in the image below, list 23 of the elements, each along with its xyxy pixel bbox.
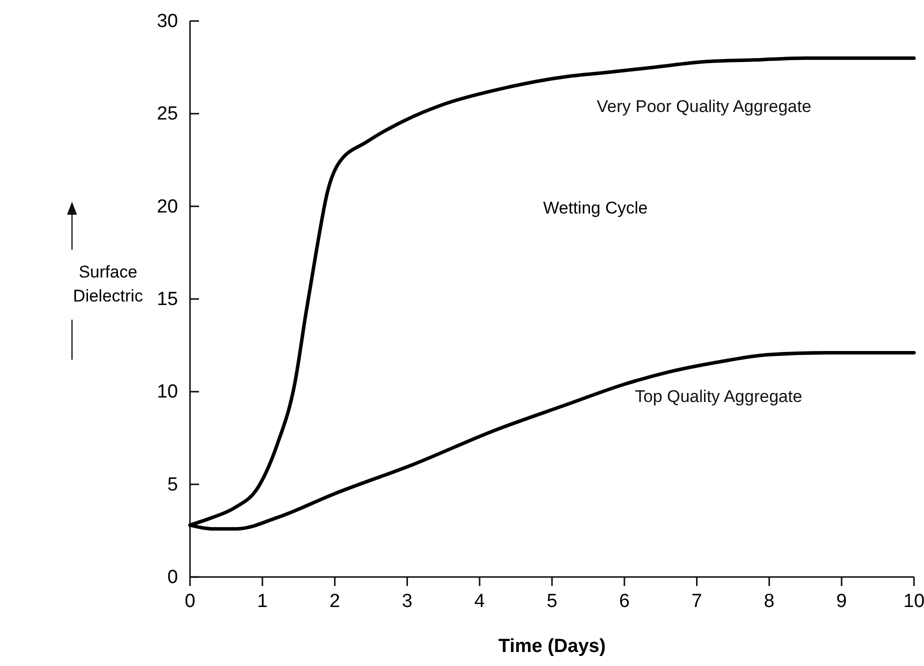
y-tick-label: 15: [156, 289, 178, 310]
y-tick-label: 10: [156, 382, 178, 403]
x-tick-label: 5: [546, 591, 558, 612]
x-tick-label: 1: [257, 591, 268, 612]
x-tick-label: 3: [402, 591, 412, 612]
x-tick-label: 10: [903, 591, 924, 612]
y-tick-label: 5: [167, 474, 178, 496]
x-tick-label: 6: [619, 591, 630, 612]
x-axis-title: Time (Days): [498, 636, 606, 657]
x-tick-label: 8: [764, 591, 774, 612]
x-tick-label: 9: [836, 591, 847, 612]
y-tick-label: 25: [156, 104, 178, 125]
x-tick-label: 2: [330, 591, 340, 612]
x-tick-label: 7: [692, 591, 702, 612]
y-tick-label: 20: [156, 196, 178, 218]
series-label: Very Poor Quality Aggregate: [596, 96, 812, 116]
annotation: Wetting Cycle: [543, 198, 648, 218]
y-axis-title: Surface Dielectric: [73, 262, 144, 306]
y-tick-label: 30: [156, 11, 178, 32]
x-tick-label: 4: [474, 591, 486, 612]
x-tick-label: 0: [184, 591, 196, 612]
series-label: Top Quality Aggregate: [634, 387, 802, 406]
y-tick-label: 0: [167, 567, 178, 588]
